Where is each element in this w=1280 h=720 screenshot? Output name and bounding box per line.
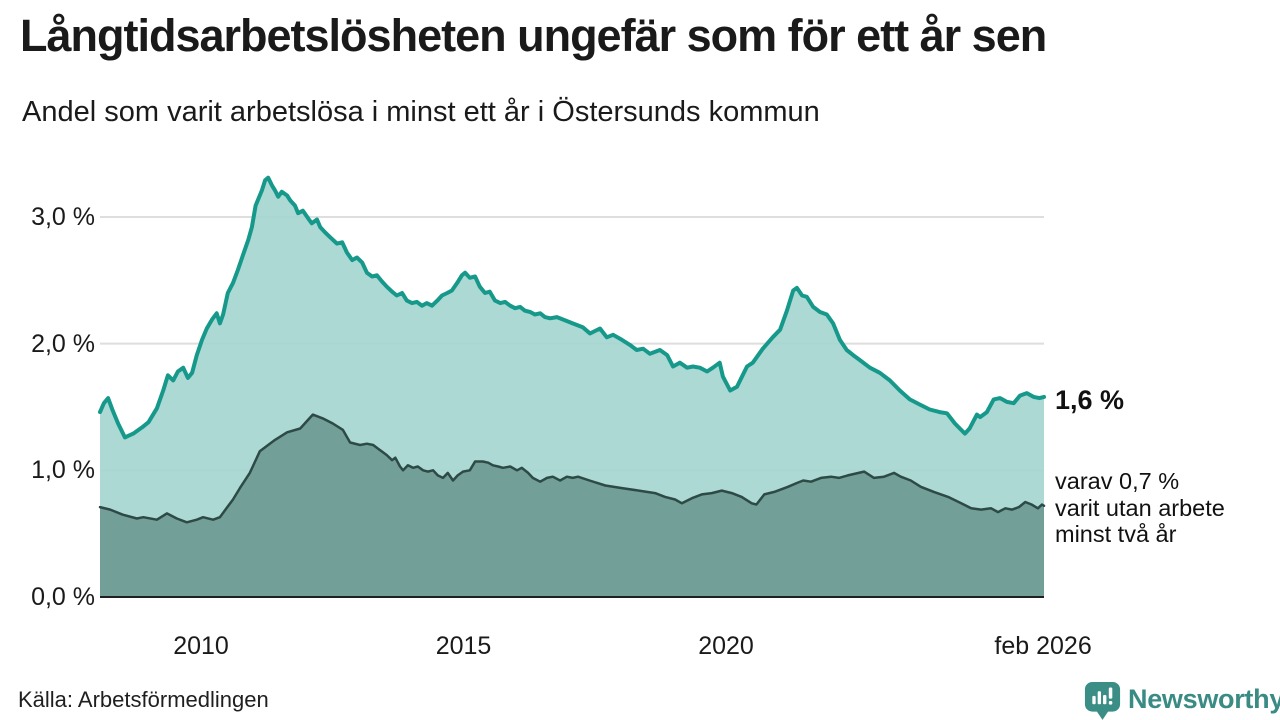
page-title: Långtidsarbetslösheten ungefär som för e… <box>20 10 1047 61</box>
newsworthy-wordmark: Newsworthy <box>1128 684 1280 714</box>
x-axis-tick-feb-2026: feb 2026 <box>994 632 1092 660</box>
end-sublabel-line1: varav 0,7 % <box>1055 468 1180 494</box>
end-value-label: 1,6 % <box>1055 385 1125 415</box>
end-sublabel-line2: varit utan arbete <box>1055 494 1225 521</box>
x-axis-tick-2010: 2010 <box>173 632 229 660</box>
x-axis-tick-2020: 2020 <box>698 632 754 660</box>
y-axis-tick-0: 0,0 % <box>31 583 95 611</box>
newsworthy-icon <box>1084 682 1121 720</box>
newsworthy-logo: Newsworthy <box>1084 681 1280 720</box>
x-axis-tick-2015: 2015 <box>435 632 492 660</box>
end-sublabel-line3: minst två år <box>1055 521 1177 547</box>
y-axis-tick-1: 1,0 % <box>31 456 95 485</box>
y-axis-tick-3: 3,0 % <box>31 202 95 231</box>
page-subtitle: Andel som varit arbetslösa i minst ett å… <box>22 96 820 128</box>
end-value-sublabel: varav 0,7 % varit utan arbete minst två … <box>1055 468 1225 548</box>
source-note: Källa: Arbetsförmedlingen <box>18 687 269 712</box>
y-axis-tick-2: 2,0 % <box>31 329 95 358</box>
